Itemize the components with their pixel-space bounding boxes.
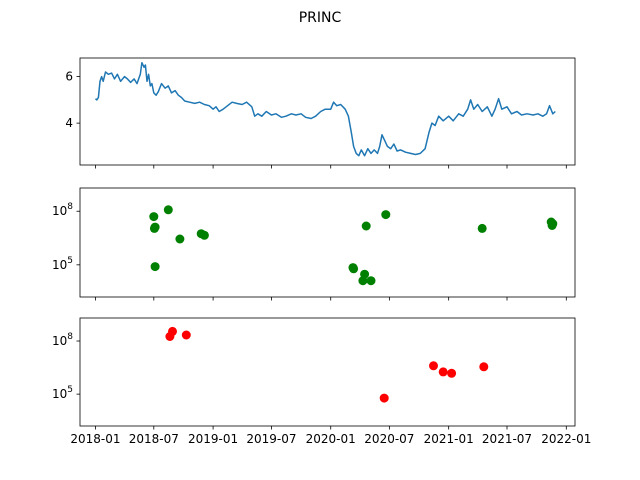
data-point [150,222,160,232]
y-tick-label: 6 [65,70,73,84]
axes-frame [79,317,576,427]
data-point [163,205,173,215]
data-point [477,223,487,233]
x-tick-label: 2021-07 [482,432,532,446]
x-tick-label: 2019-07 [246,432,296,446]
axes-frame [79,187,576,298]
data-point [360,269,370,279]
y-tick-label: 4 [65,116,73,130]
data-point [381,210,391,220]
axes-frame [79,57,576,166]
data-point [479,362,489,372]
data-point [438,367,448,377]
x-tick-label: 2019-01 [188,432,238,446]
data-point [379,393,389,403]
y-tick-label: 108 [52,332,73,348]
x-tick-label: 2020-07 [364,432,414,446]
data-point [361,221,371,231]
panel-top-price-line: 46 [65,57,576,169]
data-point [168,326,177,336]
data-point [181,330,191,340]
x-tick-label: 2020-01 [306,432,356,446]
data-point [366,276,376,286]
data-point [175,234,185,244]
data-point [149,212,159,222]
data-point [548,219,558,229]
price-line [94,61,556,157]
panel-middle-green-scatter: 105 108 [52,187,576,301]
x-tick-label: 2022-01 [541,432,591,446]
x-tick-label: 2018-07 [129,432,179,446]
data-point [150,262,160,272]
panel-bottom-red-scatter: 105 108 2018-01 2018-07 2019-01 2019-07 2020-0… [52,317,591,446]
x-tick-label: 2018-01 [70,432,120,446]
x-tick-label: 2021-01 [424,432,474,446]
y-tick-label: 108 [52,202,73,218]
y-tick-label: 105 [52,256,73,272]
y-tick-label: 105 [52,385,73,401]
data-point [349,264,359,274]
figure-title: PRINC [299,10,342,26]
data-point [447,368,457,378]
data-point [199,230,209,240]
data-point [429,361,438,371]
